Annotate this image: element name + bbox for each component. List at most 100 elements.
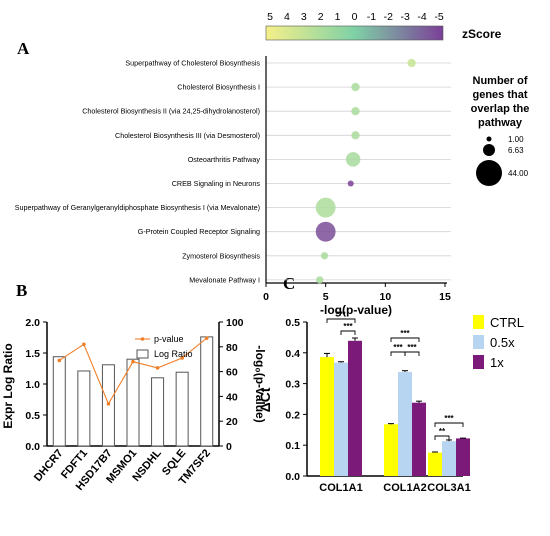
log-ratio-bar	[126, 358, 140, 447]
pathway-label: Osteoarthritis Pathway	[188, 155, 261, 164]
pathway-label: Zymosterol Biosynthesis	[182, 251, 260, 260]
colorbar-tick-label: -3	[401, 11, 410, 23]
bar-ctrl	[320, 357, 334, 476]
significance-label: ***	[400, 329, 410, 338]
legend-swatch	[473, 355, 484, 369]
pathway-label: CREB Signaling in Neurons	[172, 179, 261, 188]
legend-label: 0.5x	[490, 335, 515, 350]
x-tick-label: COL1A2	[383, 482, 426, 494]
y2-axis-label: -log₀(p-value)	[253, 345, 267, 422]
bar-05x	[334, 362, 348, 476]
p-value-point	[131, 359, 135, 364]
bubble	[315, 221, 336, 242]
x-tick-label: COL3A1	[427, 482, 470, 494]
y-tick-label: 0.1	[285, 440, 300, 452]
y-tick-label: 1.5	[25, 348, 40, 360]
pathway-label: Cholesterol Biosynthesis I	[177, 83, 260, 92]
y-axis-label: Expr Log Ratio	[1, 343, 15, 428]
colorbar-tick-label: 2	[318, 11, 324, 23]
pathway-label: Superpathway of Geranylgeranyldiphosphat…	[15, 203, 260, 212]
colorbar-gradient	[265, 25, 444, 41]
significance-label: ***	[444, 414, 454, 423]
y2-tick-label: 0	[226, 441, 232, 453]
bar-ctrl	[384, 424, 398, 476]
bar-ctrl	[428, 452, 442, 476]
y-tick-label: 0.5	[285, 317, 300, 329]
pathway-label: Mevalonate Pathway I	[189, 275, 260, 284]
pathway-label: Cholesterol Biosynthesis III (via Desmos…	[115, 131, 260, 140]
x-tick-label: 0	[263, 291, 269, 303]
p-value-point	[57, 358, 62, 363]
x-tick-label: 5	[323, 291, 329, 303]
panel-label-b: B	[16, 281, 27, 300]
x-tick-label: 10	[379, 291, 391, 303]
y2-tick-label: 60	[226, 367, 238, 379]
panel-c-grouped-bar-chart: 0.0 0.1 0.2 0.3 0.4 0.5 ΔCt COL1A1 COL1A2 COL3A1 *…	[257, 310, 524, 494]
pathway-label: G-Protein Coupled Receptor Signaling	[138, 227, 260, 236]
significance-bracket	[390, 337, 420, 342]
y-tick-label: 0.4	[285, 348, 300, 360]
size-legend-title: Number of	[473, 75, 528, 87]
legend-label-p-value: p-value	[154, 334, 184, 344]
y-tick-label: 2.0	[25, 317, 40, 329]
bubble	[320, 252, 329, 260]
colorbar-tick-label: -4	[417, 11, 426, 23]
bubble	[316, 276, 324, 284]
bubble	[315, 197, 336, 218]
significance-label: ***	[343, 322, 353, 331]
significance-label: ***	[407, 343, 417, 352]
legend-line-marker	[140, 337, 145, 341]
y2-tick-label: 100	[226, 317, 244, 329]
y-tick-label: 0.2	[285, 409, 300, 421]
bar-05x	[442, 441, 456, 476]
log-ratio-bar	[52, 356, 66, 447]
bubble	[347, 180, 354, 187]
x-tick-label: 15	[439, 291, 451, 303]
colorbar-title: zScore	[462, 27, 502, 41]
size-legend-title: overlap the	[471, 103, 530, 115]
size-legend-dot	[476, 160, 502, 186]
colorbar-tick-label: -2	[384, 11, 393, 23]
p-value-point	[155, 366, 160, 370]
size-legend-value: 1.00	[508, 135, 524, 144]
y-tick-label: 0.5	[25, 410, 40, 422]
legend-label-log-ratio: Log Ratio	[154, 349, 193, 359]
y-tick-label: 0.3	[285, 379, 300, 391]
pathway-label: Superpathway of Cholesterol Biosynthesis	[125, 59, 260, 68]
pathway-label: Cholesterol Biosynthesis II (via 24,25-d…	[82, 107, 260, 116]
bubble	[351, 131, 360, 140]
colorbar-tick-label: 5	[267, 11, 273, 23]
y-tick-label: 1.0	[25, 379, 40, 391]
y-axis-label: ΔCt	[257, 387, 273, 412]
y2-tick-label: 40	[226, 391, 238, 403]
bubble	[351, 82, 360, 92]
p-value-point	[82, 342, 86, 347]
bar-1x	[456, 438, 470, 476]
bar-1x	[412, 402, 426, 476]
legend-swatch	[473, 335, 484, 349]
colorbar-tick-label: -5	[434, 11, 443, 23]
panel-label-a: A	[17, 39, 30, 58]
legend-bar-swatch	[136, 349, 149, 359]
size-legend-dot	[483, 144, 495, 156]
bar-1x	[348, 340, 362, 476]
log-ratio-bar	[151, 377, 165, 447]
significance-bracket	[390, 351, 406, 356]
log-ratio-bar	[200, 336, 214, 447]
panel-b-bar-line-chart: 0.0 0.5 1.0 1.5 2.0 0 20 40 60 80 100 Expr Log Rati…	[1, 317, 267, 493]
significance-bracket	[404, 351, 420, 356]
colorbar-tick-label: -1	[367, 11, 376, 23]
p-value-point	[106, 402, 111, 406]
significance-bracket	[434, 435, 450, 440]
p-value-point	[180, 356, 184, 360]
legend-label: 1x	[490, 355, 504, 370]
colorbar-tick-label: 4	[284, 11, 290, 23]
y-tick-label: 0.0	[285, 471, 300, 483]
log-ratio-bar	[175, 371, 189, 447]
colorbar-tick-label: 3	[301, 11, 307, 23]
bubble	[407, 58, 416, 68]
x-axis-label: -log(p-value)	[320, 303, 392, 317]
x-tick-label: COL1A1	[319, 482, 362, 494]
